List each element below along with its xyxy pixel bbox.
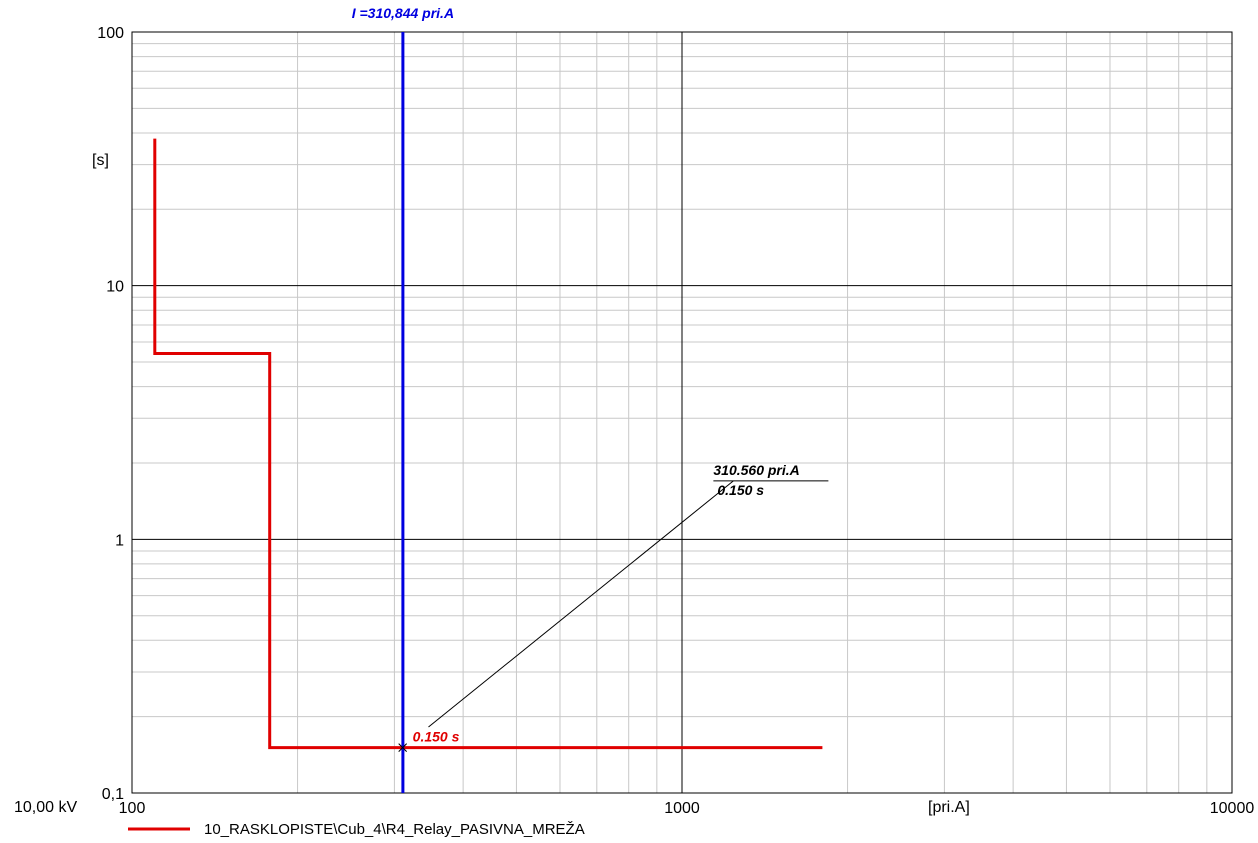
callout-current-value: 310.560 pri.A bbox=[713, 462, 799, 478]
x-axis-label: [pri.A] bbox=[928, 799, 970, 816]
voltage-label: 10,00 kV bbox=[14, 799, 77, 816]
y-tick-label: 100 bbox=[97, 25, 124, 42]
x-tick-label: 1000 bbox=[664, 800, 700, 817]
x-tick-label: 10000 bbox=[1210, 800, 1255, 817]
y-tick-labels: 0,1 1 10 100 bbox=[97, 25, 124, 803]
y-tick-label: 1 bbox=[115, 532, 124, 549]
marker-cross-b bbox=[398, 743, 408, 752]
x-tick-label: 100 bbox=[119, 800, 146, 817]
legend-entry: 10_RASKLOPISTE\Cub_4\R4_Relay_PASIVNA_MR… bbox=[204, 821, 585, 838]
callout-time-value: 0.150 s bbox=[717, 482, 764, 498]
callout-leader-line bbox=[428, 480, 734, 728]
current-cursor-label: I =310,844 pri.A bbox=[352, 5, 454, 21]
y-tick-label: 10 bbox=[106, 279, 124, 296]
operating-point-marker bbox=[398, 743, 408, 752]
operating-time-label: 0.150 s bbox=[413, 729, 460, 745]
plot-frame bbox=[131, 31, 1233, 794]
series-layer bbox=[153, 138, 823, 750]
legend: 10_RASKLOPISTE\Cub_4\R4_Relay_PASIVNA_MR… bbox=[128, 821, 585, 838]
y-axis-label: [s] bbox=[92, 152, 109, 169]
relay-characteristic-curve[interactable] bbox=[153, 138, 823, 750]
y-tick-label: 0,1 bbox=[102, 786, 124, 803]
major-grid bbox=[132, 32, 1232, 793]
x-tick-labels: 100 1000 10000 bbox=[119, 800, 1255, 817]
